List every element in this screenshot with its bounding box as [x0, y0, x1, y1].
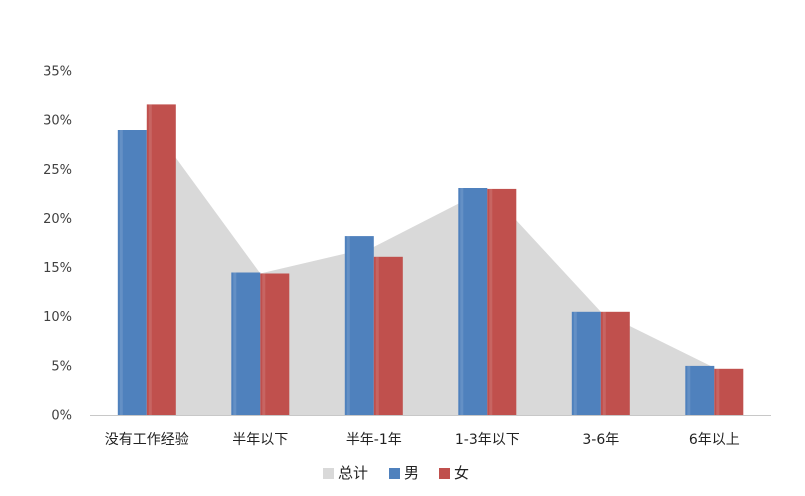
y-tick-label: 0% [51, 409, 72, 424]
x-tick-label: 3-6年 [582, 432, 619, 448]
bar-highlight-男-0 [119, 130, 123, 415]
legend-swatch-女 [439, 468, 450, 479]
x-tick-label: 半年以下 [232, 432, 288, 448]
x-tick-label: 没有工作经验 [105, 432, 189, 448]
bar-女-2 [373, 256, 403, 415]
bar-男-4 [571, 311, 601, 415]
y-tick-label: 5% [51, 359, 72, 374]
bar-男-2 [344, 236, 374, 415]
bar-highlight-女-1 [262, 273, 266, 415]
x-tick-label: 1-3年以下 [455, 432, 520, 448]
y-tick-label: 30% [43, 114, 72, 129]
y-tick-label: 20% [43, 212, 72, 227]
bar-男-3 [458, 188, 488, 415]
bar-男-5 [685, 365, 715, 415]
bar-highlight-女-2 [375, 256, 379, 415]
x-tick-label: 半年-1年 [346, 432, 402, 448]
legend-label-女: 女 [454, 464, 469, 482]
bar-男-1 [231, 272, 261, 415]
legend-swatch-总计 [323, 468, 334, 479]
bar-highlight-男-5 [687, 365, 691, 415]
bar-highlight-男-4 [573, 311, 577, 415]
legend-label-总计: 总计 [338, 464, 368, 482]
bar-女-5 [714, 368, 744, 415]
bar-女-3 [487, 188, 517, 415]
y-tick-label: 10% [43, 310, 72, 325]
y-tick-label: 15% [43, 261, 72, 276]
legend-label-男: 男 [404, 464, 419, 482]
axis-layer: 0% 5% 10% 15% 20% 25% 30% 35% 没有工作经验 半年以下 半年-1年 1-3… [43, 65, 771, 448]
bar-女-1 [260, 273, 290, 415]
bar-layer [117, 104, 744, 416]
x-tick-label: 6年以上 [689, 432, 740, 448]
bar-女-4 [600, 311, 630, 415]
legend: 总计 男 女 [323, 464, 469, 482]
bar-女-0 [146, 104, 176, 416]
bar-highlight-男-2 [346, 236, 350, 415]
bar-男-0 [117, 130, 147, 415]
bar-highlight-女-3 [489, 188, 493, 415]
bar-highlight-男-1 [233, 272, 237, 415]
y-tick-label: 35% [43, 65, 72, 80]
legend-swatch-男 [389, 468, 400, 479]
bar-highlight-女-0 [148, 104, 152, 416]
y-tick-label: 25% [43, 163, 72, 178]
bar-highlight-女-5 [716, 368, 720, 415]
bar-highlight-女-4 [602, 311, 606, 415]
bar-highlight-男-3 [460, 188, 464, 415]
